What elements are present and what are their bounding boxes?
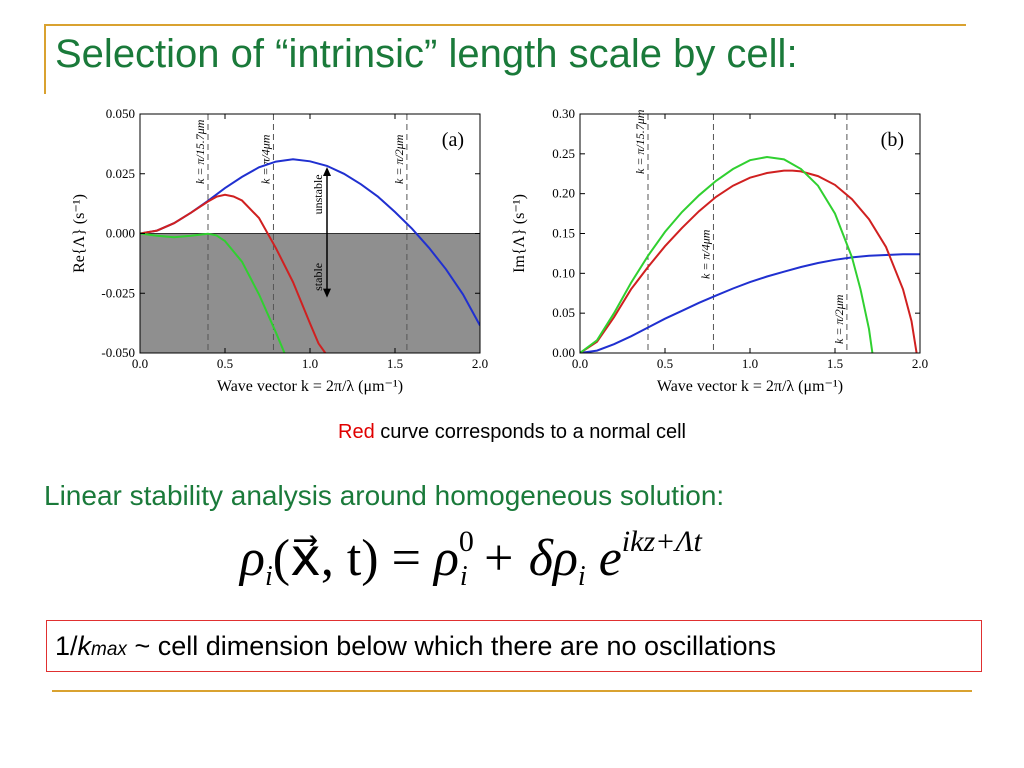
stability-arrow-head-down bbox=[323, 288, 331, 298]
caption-text: curve corresponds to a normal cell bbox=[374, 421, 686, 443]
series-line-1 bbox=[580, 253, 920, 353]
vline-label-1: k = π/15.7μm bbox=[633, 109, 647, 174]
figure-caption: Red curve corresponds to a normal cell bbox=[0, 421, 1024, 444]
chart-re-lambda: k = π/15.7μm k = π/4μm k = π/2μm unstable st… bbox=[71, 106, 488, 395]
section-subheading: Linear stability analysis around homogen… bbox=[44, 480, 725, 511]
y-tick-label-4: 0.050 bbox=[106, 106, 135, 121]
y-tick-label-2: 0.10 bbox=[552, 265, 575, 280]
annotation-stable: stable bbox=[311, 263, 325, 291]
y-tick-label-5: 0.25 bbox=[552, 146, 575, 161]
top-rule bbox=[44, 24, 966, 26]
eq-rho: ρ bbox=[240, 530, 265, 587]
vline-label-2: k = π/4μm bbox=[698, 229, 712, 279]
vline-label-3: k = π/2μm bbox=[832, 294, 846, 344]
stability-equation: ρi(x⃗, t) = ρ0i + δρi eikz+Λt bbox=[240, 525, 702, 593]
eq-rho-sub: i bbox=[264, 561, 273, 592]
x-axis-label: Wave vector k = 2π/λ (μm⁻¹) bbox=[217, 378, 403, 395]
left-rule bbox=[44, 24, 46, 94]
eq-rho0-sub: i bbox=[459, 561, 468, 592]
x-axis-label: Wave vector k = 2π/λ (μm⁻¹) bbox=[657, 378, 843, 395]
x-tick-label-0: 0.0 bbox=[132, 356, 148, 371]
eq-delta-rho: + δρ bbox=[467, 530, 578, 587]
x-tick-label-0: 0.0 bbox=[572, 356, 588, 371]
kmax-subscript: max bbox=[91, 639, 127, 660]
chart-im-lambda: k = π/15.7μm k = π/4μm k = π/2μm 0.0 0.5 1.0 1… bbox=[511, 106, 928, 395]
x-tick-label-3: 1.5 bbox=[387, 356, 403, 371]
x-tick-label-1: 0.5 bbox=[657, 356, 673, 371]
y-tick-label-3: 0.025 bbox=[106, 166, 135, 181]
eq-delta-sub: i bbox=[577, 561, 586, 592]
kmax-suffix: ~ cell dimension below which there are n… bbox=[126, 631, 777, 661]
y-axis-label: Im{Λ} (s⁻¹) bbox=[511, 194, 528, 273]
kmax-note-box: 1/kmax ~ cell dimension below which ther… bbox=[46, 620, 982, 672]
panel-label: (b) bbox=[881, 129, 904, 151]
x-tick-label-4: 2.0 bbox=[472, 356, 488, 371]
bottom-rule bbox=[52, 690, 972, 692]
y-tick-label-1: 0.05 bbox=[552, 305, 575, 320]
x-tick-label-2: 1.0 bbox=[302, 356, 318, 371]
kmax-prefix: 1/ bbox=[55, 631, 78, 661]
series-line-3 bbox=[580, 155, 874, 353]
stability-arrow-head-up bbox=[323, 166, 331, 176]
y-tick-label-0: 0.00 bbox=[552, 345, 575, 360]
y-tick-label-0: -0.050 bbox=[101, 345, 135, 360]
x-tick-label-4: 2.0 bbox=[912, 356, 928, 371]
eq-rho0: ρ bbox=[433, 530, 459, 587]
x-tick-label-3: 1.5 bbox=[827, 356, 843, 371]
y-tick-label-6: 0.30 bbox=[552, 106, 575, 121]
y-axis-label: Re{Λ} (s⁻¹) bbox=[71, 194, 88, 273]
y-tick-label-3: 0.15 bbox=[552, 226, 575, 241]
caption-red-word: Red bbox=[338, 421, 375, 443]
y-tick-label-4: 0.20 bbox=[552, 186, 575, 201]
eq-exp-sup: ikz+Λt bbox=[621, 525, 702, 558]
eq-equals: = bbox=[378, 530, 434, 587]
vline-label-3: k = π/2μm bbox=[392, 134, 406, 184]
eq-args: (x⃗, t) bbox=[272, 530, 379, 587]
x-tick-label-1: 0.5 bbox=[217, 356, 233, 371]
vline-label-2: k = π/4μm bbox=[258, 134, 272, 184]
panel-label: (a) bbox=[442, 129, 464, 151]
plot-frame bbox=[579, 113, 921, 354]
eq-exp-base: e bbox=[585, 530, 622, 587]
series-line-3 bbox=[140, 232, 286, 353]
vline-label-1: k = π/15.7μm bbox=[193, 119, 207, 184]
annotation-unstable: unstable bbox=[311, 174, 325, 214]
slide-title: Selection of “intrinsic” length scale by… bbox=[55, 32, 798, 76]
series-line-2 bbox=[140, 193, 327, 353]
stable-shaded-region bbox=[140, 233, 480, 353]
y-tick-label-2: 0.000 bbox=[106, 226, 135, 241]
eq-rho0-sup: 0 bbox=[458, 525, 474, 558]
y-tick-label-1: -0.025 bbox=[101, 285, 135, 300]
x-tick-label-2: 1.0 bbox=[742, 356, 758, 371]
kmax-k: k bbox=[77, 631, 92, 661]
series-line-2 bbox=[580, 169, 918, 353]
